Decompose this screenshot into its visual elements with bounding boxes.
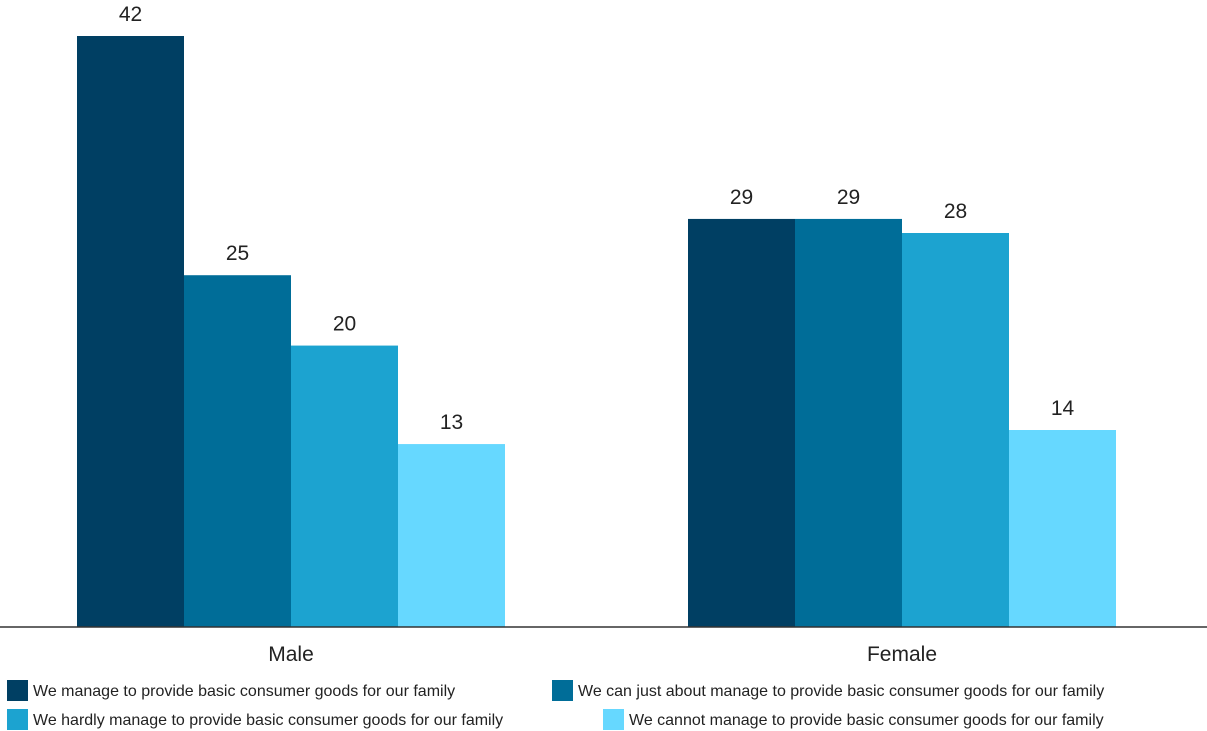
bar-female-series-3: [902, 233, 1009, 627]
bar-male-series-1: [77, 36, 184, 627]
data-label-female-series-4: 14: [1051, 397, 1075, 420]
category-label-female: Female: [867, 643, 937, 666]
legend-label-series-4: We cannot manage to provide basic consum…: [629, 712, 1104, 729]
category-label-male: Male: [268, 643, 314, 666]
data-label-male-series-4: 13: [440, 411, 463, 434]
category-labels-group: Male Female: [268, 643, 937, 666]
legend-label-series-2: We can just about manage to provide basi…: [578, 683, 1104, 700]
legend-swatch-series-3: [7, 709, 28, 730]
bar-female-series-4: [1009, 430, 1116, 627]
data-labels-group: 42 25 20 13 29 29 28 14: [119, 3, 1075, 434]
data-label-male-series-1: 42: [119, 3, 142, 26]
legend-swatch-series-4: [603, 709, 624, 730]
bar-female-series-1: [688, 218, 795, 627]
legend-swatch-series-2: [552, 680, 573, 701]
bar-male-series-2: [184, 275, 291, 627]
bar-male-series-3: [291, 345, 398, 627]
legend-swatch-series-1: [7, 680, 28, 701]
data-label-female-series-2: 29: [837, 186, 860, 209]
data-label-female-series-1: 29: [730, 186, 753, 209]
legend-label-series-1: We manage to provide basic consumer good…: [33, 683, 455, 700]
data-label-female-series-3: 28: [944, 200, 967, 223]
data-label-male-series-3: 20: [333, 313, 356, 336]
legend: We manage to provide basic consumer good…: [7, 680, 1104, 730]
legend-label-series-3: We hardly manage to provide basic consum…: [33, 712, 503, 729]
bar-male-series-4: [398, 444, 505, 627]
bar-female-series-2: [795, 218, 902, 627]
data-label-male-series-2: 25: [226, 242, 249, 265]
bars-group: [77, 36, 1116, 627]
